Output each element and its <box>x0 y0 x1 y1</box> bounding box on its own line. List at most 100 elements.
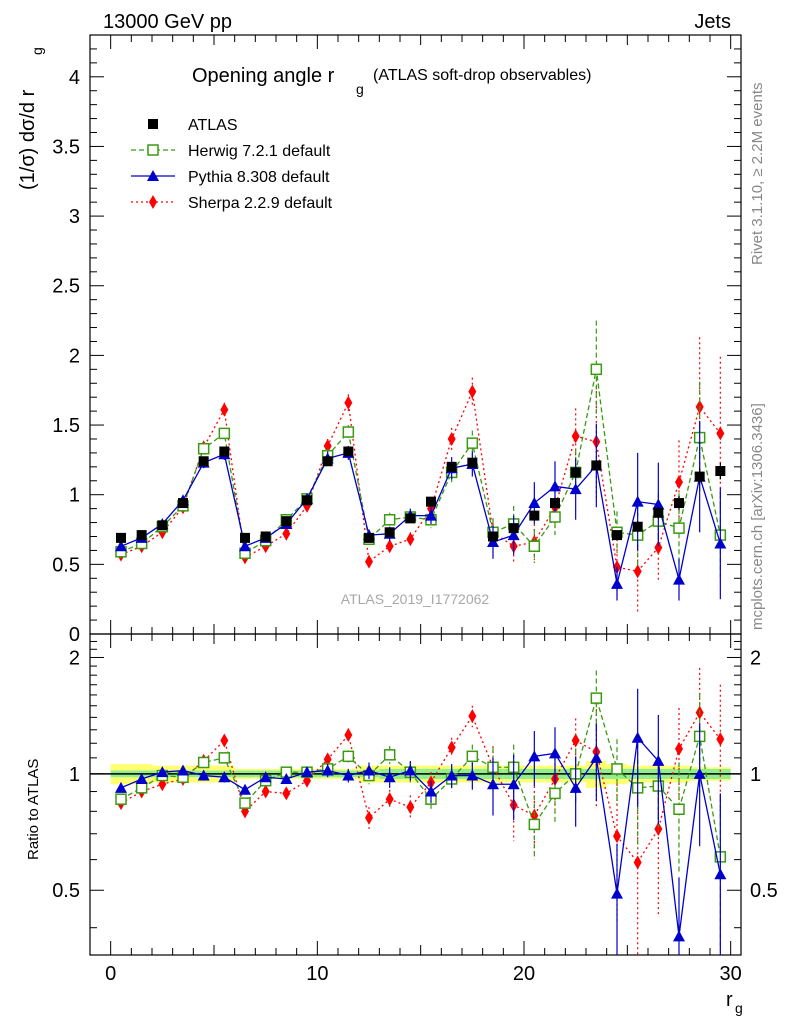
atlas-data-point <box>302 495 312 506</box>
legend-item-pythia: Pythia 8.308 default <box>131 169 330 186</box>
atlas-data-point <box>529 510 540 521</box>
ratio-plot-frame <box>89 633 742 956</box>
atlas-data-point <box>632 521 643 532</box>
pythia-point <box>652 498 665 510</box>
pythia-point <box>590 751 603 763</box>
pythia-point <box>611 577 623 589</box>
atlas-data-point <box>674 498 684 509</box>
atlas-data-point <box>322 456 333 467</box>
sherpa-point <box>385 539 394 554</box>
sherpa-ratio-series <box>117 667 725 955</box>
sherpa-point <box>344 728 353 743</box>
upper-y-tick-label: 0.5 <box>52 554 80 576</box>
sherpa-point <box>675 475 683 490</box>
xlabel-text: r <box>726 989 733 1011</box>
herwig-point <box>383 514 396 526</box>
herwig-point <box>466 437 479 449</box>
pythia-point <box>259 771 272 783</box>
sherpa-point <box>365 554 373 569</box>
herwig-point <box>147 144 159 156</box>
sherpa-point <box>282 786 291 801</box>
sherpa-point <box>323 752 332 767</box>
pythia-point <box>177 764 189 776</box>
herwig-point <box>466 750 479 763</box>
herwig-point <box>528 540 541 552</box>
sherpa-point <box>282 526 291 541</box>
sherpa-point <box>365 810 373 825</box>
upper-y-tick-label: 3.5 <box>52 136 80 158</box>
sherpa-point <box>149 195 157 209</box>
upper-y-tick-label: 2 <box>69 345 80 367</box>
herwig-point <box>342 426 355 438</box>
pythia-point <box>652 754 665 766</box>
ratio-y-tick-label-right: 0.5 <box>750 880 778 902</box>
title-note: (ATLAS soft-drop observables) <box>373 67 591 84</box>
pythia-point <box>197 769 210 781</box>
sherpa-point <box>406 532 415 547</box>
pythia-point <box>147 170 159 181</box>
herwig-point <box>383 749 396 761</box>
herwig-series <box>115 320 727 577</box>
pythia-point <box>611 887 623 899</box>
herwig-point <box>342 750 355 763</box>
atlas-data-point <box>178 498 188 509</box>
atlas-data-point <box>148 119 158 129</box>
y-axis-label: (1/σ) dσ/d r g <box>17 47 45 190</box>
atlas-data-point <box>488 531 498 542</box>
atlas-data-point <box>157 520 168 531</box>
herwig-point <box>197 756 210 769</box>
pythia-point <box>507 529 520 541</box>
legend-label: Sherpa 2.2.9 default <box>188 195 333 212</box>
legend-item-sherpa: Sherpa 2.2.9 default <box>131 195 333 212</box>
upper-y-tick-label: 1 <box>69 485 80 507</box>
pythia-point <box>445 769 458 781</box>
sherpa-point <box>571 733 580 748</box>
pythia-point <box>301 766 313 778</box>
sherpa-point <box>261 784 270 799</box>
atlas-data-point <box>136 530 147 541</box>
herwig-point <box>549 511 561 523</box>
pythia-point <box>673 930 685 942</box>
herwig-point <box>135 782 148 794</box>
title: Opening angle r g (ATLAS soft-drop obser… <box>192 65 591 97</box>
atlas-data-point <box>570 467 581 478</box>
legend-item-herwig: Herwig 7.2.1 default <box>131 143 331 160</box>
header-left: 13000 GeV pp <box>103 11 232 33</box>
upper-y-axis-ticks: 0 0.5 1 1.5 2 2.5 3 3.5 4 <box>52 34 741 646</box>
herwig-point <box>115 793 127 805</box>
pythia-point <box>714 537 727 549</box>
sherpa-series <box>117 337 725 614</box>
herwig-point <box>549 787 561 800</box>
herwig-point <box>528 818 541 831</box>
x-axis-label: r g <box>726 989 743 1016</box>
atlas-data-point <box>260 531 271 542</box>
pythia-point <box>156 766 169 778</box>
x-tick-label: 30 <box>720 963 742 985</box>
herwig-point <box>590 363 603 376</box>
pythia-point <box>507 778 520 790</box>
herwig-point <box>197 442 210 455</box>
x-tick-label: 20 <box>513 963 535 985</box>
sherpa-point <box>468 709 477 724</box>
sherpa-point <box>654 822 663 837</box>
sherpa-point <box>323 438 332 453</box>
title-main: Opening angle r <box>192 65 335 87</box>
pythia-point <box>363 764 375 776</box>
atlas-data-point <box>384 527 395 538</box>
sherpa-point <box>654 540 663 555</box>
side-text-top: Rivet 3.1.10, ≥ 2.2M events <box>749 83 766 266</box>
ratio-y-tick-label-left: 1 <box>69 764 80 786</box>
upper-y-tick-label: 2.5 <box>52 276 80 298</box>
sherpa-point <box>468 384 477 399</box>
pythia-point <box>404 764 417 776</box>
atlas-data-point <box>446 461 457 472</box>
pythia-point <box>115 781 127 793</box>
pythia-point <box>569 483 582 495</box>
title-sub: g <box>356 81 364 97</box>
legend: ATLAS Herwig 7.2.1 default Pythia 8.308 de… <box>131 117 333 212</box>
sherpa-ratio-line <box>120 711 721 864</box>
atlas-data-point <box>612 530 622 541</box>
atlas-data-point <box>116 532 126 543</box>
sherpa-point <box>385 792 394 807</box>
legend-item-data: ATLAS <box>148 117 238 134</box>
